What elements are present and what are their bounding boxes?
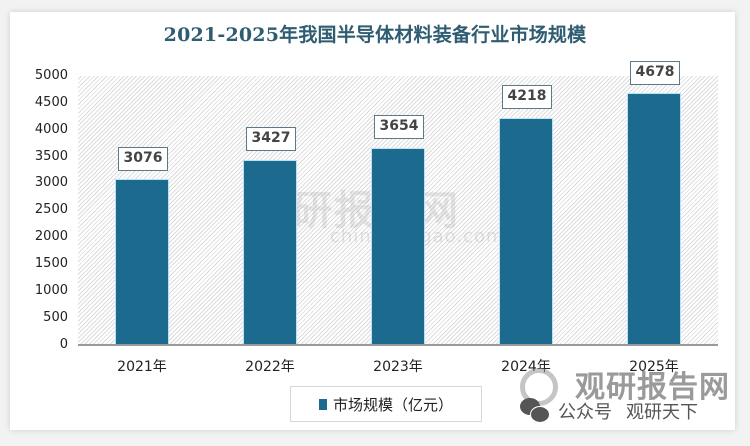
chart-title: 2021-2025年我国半导体材料装备行业市场规模 [163,24,587,46]
data-label: 3427 [246,127,296,151]
data-label: 4678 [630,61,680,85]
wechat-account: 观研天下 [626,402,698,423]
data-label: 3654 [374,115,424,139]
y-tick: 5000 [34,68,68,83]
x-tick: 2022年 [245,359,295,375]
y-tick: 1500 [34,256,68,271]
wechat-label: 公众号 [558,402,612,423]
bar-2024 [499,118,553,345]
y-tick: 3000 [34,175,68,190]
y-tick: 1000 [34,283,68,298]
wechat-watermark: 公众号 观研天下 [520,398,698,424]
x-tick: 2021年 [117,359,167,375]
bar-2022 [243,160,297,345]
y-tick: 0 [59,337,68,352]
data-label: 3076 [118,147,168,171]
y-tick: 4000 [34,122,68,137]
watermark-corner-text: 观研报告网 [575,370,730,405]
y-tick: 3500 [34,149,68,164]
legend-swatch-icon [318,398,327,410]
y-tick: 2000 [34,229,68,244]
legend-label: 市场规模（亿元） [332,395,453,414]
y-tick: 2500 [34,202,68,217]
legend: 市场规模（亿元） [290,386,482,422]
bar-2021 [115,179,169,345]
x-axis-line [78,344,718,346]
bar-2023 [371,148,425,345]
x-tick: 2025年 [629,359,679,375]
y-tick: 4500 [34,95,68,110]
x-tick: 2023年 [373,359,423,375]
bar-2025 [627,93,681,345]
data-label: 4218 [502,85,552,109]
wechat-icon [520,398,550,424]
y-tick: 500 [43,310,68,325]
